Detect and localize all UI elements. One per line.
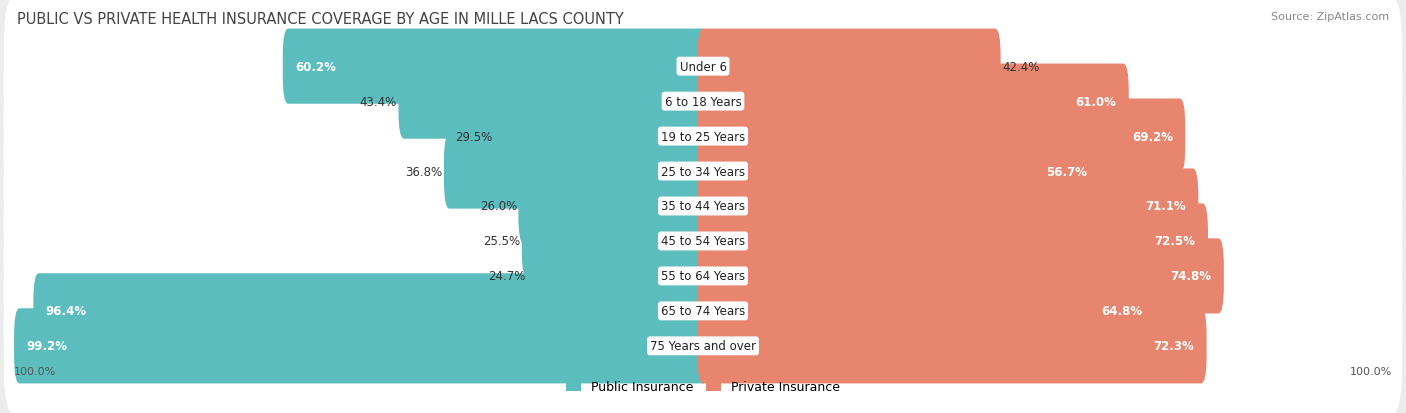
FancyBboxPatch shape	[697, 169, 1198, 244]
FancyBboxPatch shape	[522, 204, 709, 279]
FancyBboxPatch shape	[4, 0, 1402, 135]
FancyBboxPatch shape	[444, 134, 709, 209]
Text: 45 to 54 Years: 45 to 54 Years	[661, 235, 745, 248]
Text: 25.5%: 25.5%	[484, 235, 520, 248]
FancyBboxPatch shape	[398, 64, 709, 139]
Text: PUBLIC VS PRIVATE HEALTH INSURANCE COVERAGE BY AGE IN MILLE LACS COUNTY: PUBLIC VS PRIVATE HEALTH INSURANCE COVER…	[17, 12, 624, 27]
Text: 61.0%: 61.0%	[1076, 95, 1116, 108]
FancyBboxPatch shape	[4, 243, 1402, 380]
FancyBboxPatch shape	[14, 309, 709, 384]
FancyBboxPatch shape	[697, 309, 1206, 384]
Text: 6 to 18 Years: 6 to 18 Years	[665, 95, 741, 108]
Text: 75 Years and over: 75 Years and over	[650, 339, 756, 352]
Text: 64.8%: 64.8%	[1101, 305, 1143, 318]
FancyBboxPatch shape	[697, 134, 1099, 209]
FancyBboxPatch shape	[697, 99, 1185, 174]
FancyBboxPatch shape	[697, 274, 1154, 349]
Text: 35 to 44 Years: 35 to 44 Years	[661, 200, 745, 213]
FancyBboxPatch shape	[4, 33, 1402, 170]
Text: 56.7%: 56.7%	[1046, 165, 1087, 178]
FancyBboxPatch shape	[4, 103, 1402, 240]
Text: 100.0%: 100.0%	[14, 366, 56, 376]
Text: 36.8%: 36.8%	[405, 165, 443, 178]
Text: 29.5%: 29.5%	[456, 130, 494, 143]
Text: Under 6: Under 6	[679, 61, 727, 74]
Text: 24.7%: 24.7%	[488, 270, 526, 283]
Text: 25 to 34 Years: 25 to 34 Years	[661, 165, 745, 178]
FancyBboxPatch shape	[495, 99, 709, 174]
Text: 42.4%: 42.4%	[1002, 61, 1039, 74]
Text: 71.1%: 71.1%	[1146, 200, 1185, 213]
Text: 99.2%: 99.2%	[27, 339, 67, 352]
Text: 96.4%: 96.4%	[46, 305, 87, 318]
Text: 26.0%: 26.0%	[479, 200, 517, 213]
FancyBboxPatch shape	[697, 239, 1223, 314]
Text: 55 to 64 Years: 55 to 64 Years	[661, 270, 745, 283]
FancyBboxPatch shape	[4, 69, 1402, 205]
Text: 74.8%: 74.8%	[1170, 270, 1212, 283]
FancyBboxPatch shape	[697, 204, 1208, 279]
FancyBboxPatch shape	[4, 138, 1402, 275]
Text: 69.2%: 69.2%	[1132, 130, 1173, 143]
FancyBboxPatch shape	[283, 29, 709, 104]
Text: 43.4%: 43.4%	[360, 95, 396, 108]
FancyBboxPatch shape	[697, 64, 1129, 139]
FancyBboxPatch shape	[4, 278, 1402, 413]
Text: Source: ZipAtlas.com: Source: ZipAtlas.com	[1271, 12, 1389, 22]
Text: 19 to 25 Years: 19 to 25 Years	[661, 130, 745, 143]
FancyBboxPatch shape	[34, 274, 709, 349]
Text: 65 to 74 Years: 65 to 74 Years	[661, 305, 745, 318]
Text: 72.3%: 72.3%	[1153, 339, 1194, 352]
FancyBboxPatch shape	[519, 169, 709, 244]
FancyBboxPatch shape	[4, 208, 1402, 344]
Legend: Public Insurance, Private Insurance: Public Insurance, Private Insurance	[561, 375, 845, 398]
Text: 72.5%: 72.5%	[1154, 235, 1195, 248]
Text: 100.0%: 100.0%	[1350, 366, 1392, 376]
FancyBboxPatch shape	[697, 29, 1001, 104]
FancyBboxPatch shape	[4, 173, 1402, 310]
Text: 60.2%: 60.2%	[295, 61, 336, 74]
FancyBboxPatch shape	[527, 239, 709, 314]
